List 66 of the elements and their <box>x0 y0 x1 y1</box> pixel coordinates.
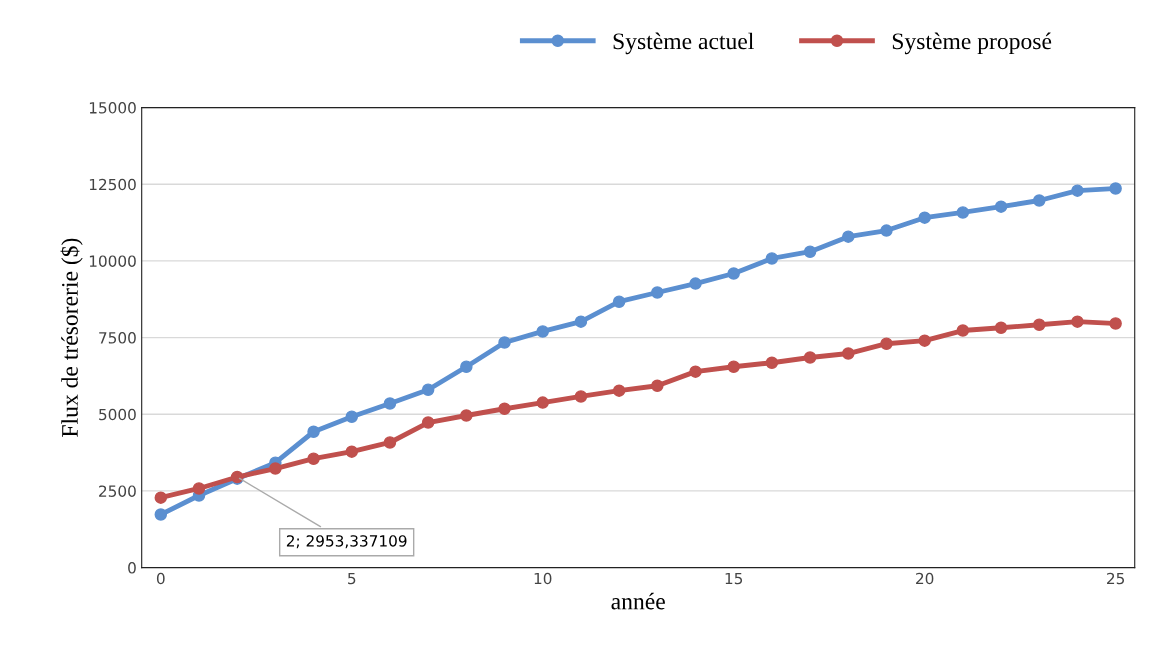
point <box>918 211 931 224</box>
x-axis-title: année <box>611 592 665 610</box>
legend-label: Système proposé <box>892 32 1052 55</box>
point <box>765 356 779 369</box>
point <box>192 482 206 495</box>
point <box>956 206 970 219</box>
x-tick-label: 25 <box>1107 572 1125 585</box>
point <box>765 252 779 265</box>
point <box>994 200 1008 213</box>
point <box>154 508 168 521</box>
point <box>727 360 740 373</box>
point <box>383 397 397 410</box>
x-tick-label: 15 <box>725 572 743 585</box>
x-tick-label: 5 <box>348 572 356 585</box>
x-tick-label: 20 <box>916 572 934 585</box>
point <box>727 267 740 280</box>
point <box>803 245 817 258</box>
point <box>460 360 473 373</box>
point <box>880 224 893 237</box>
point <box>612 295 626 308</box>
x-tick-label: 0 <box>156 572 165 585</box>
point <box>383 436 397 449</box>
point <box>612 384 626 397</box>
point <box>1032 194 1046 207</box>
y-tick-label: 2500 <box>99 485 136 497</box>
point <box>956 324 970 337</box>
point <box>1109 182 1122 195</box>
point <box>574 390 588 403</box>
y-tick-label: 7500 <box>99 332 136 344</box>
point <box>269 462 282 475</box>
point <box>307 452 320 465</box>
point <box>689 365 702 378</box>
point <box>1071 184 1084 197</box>
point <box>460 409 473 422</box>
y-axis-title: Flux de trésorerie ($) <box>60 238 83 437</box>
point <box>536 325 549 338</box>
y-tick-label: 15000 <box>89 102 136 114</box>
point <box>880 337 893 350</box>
point <box>651 379 664 392</box>
x-tick-label: 10 <box>534 572 552 585</box>
point <box>307 425 320 438</box>
point <box>1032 318 1046 331</box>
y-tick-label: 5000 <box>99 408 136 421</box>
point <box>918 334 931 347</box>
point <box>154 491 168 504</box>
point <box>689 277 702 290</box>
point <box>803 351 817 364</box>
point <box>1071 315 1084 328</box>
point <box>536 396 549 409</box>
point <box>345 445 359 458</box>
point <box>994 321 1008 335</box>
annotation: 2; 2953,337109 <box>286 535 407 549</box>
point <box>498 402 511 415</box>
y-tick-label: 0 <box>128 562 136 574</box>
legend-label: Système actuel <box>613 32 754 55</box>
point <box>1109 317 1122 330</box>
point <box>842 230 855 243</box>
point <box>421 416 435 429</box>
point <box>842 347 855 360</box>
point <box>345 410 359 423</box>
point <box>421 383 435 396</box>
point <box>498 336 511 349</box>
y-tick-label: 10000 <box>89 255 136 267</box>
y-tick-label: 12500 <box>89 178 136 191</box>
point <box>651 286 664 299</box>
point <box>574 315 588 328</box>
